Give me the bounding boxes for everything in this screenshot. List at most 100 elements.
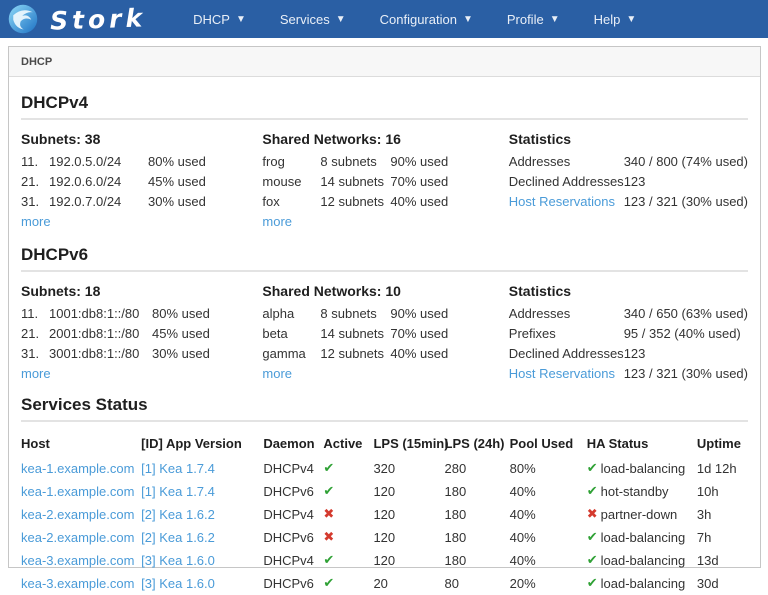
stat-row: Addresses 340 / 800 (74% used) xyxy=(509,152,748,172)
pool-used-value: 20% xyxy=(509,575,536,591)
more-subnets-link[interactable]: more xyxy=(21,366,51,381)
subnet-utilization: 80% used xyxy=(152,306,210,321)
check-icon: ✔ xyxy=(586,460,598,475)
app-version-link[interactable]: [2] Kea 1.6.2 xyxy=(141,529,215,545)
col-header-uptime: Uptime xyxy=(696,436,741,451)
pool-used-value: 80% xyxy=(509,460,536,476)
host-reservations-link[interactable]: Host Reservations xyxy=(508,194,615,209)
network-utilization: 70% used xyxy=(390,326,449,341)
lps15-value: 120 xyxy=(373,483,396,499)
app-version-link[interactable]: [3] Kea 1.6.0 xyxy=(141,575,215,591)
app-version-link[interactable]: [2] Kea 1.6.2 xyxy=(141,506,215,522)
stat-label: Declined Addresses xyxy=(508,346,624,361)
more-networks-link[interactable]: more xyxy=(262,366,293,381)
pool-used-value: 40% xyxy=(509,506,536,522)
dhcpv6-panels: Subnets: 18 11. 1001:db8:1::/80 80% used… xyxy=(21,281,748,387)
stat-value: 340 / 800 (74% used) xyxy=(623,154,748,169)
network-name: alpha xyxy=(262,306,295,321)
stat-row: Declined Addresses 123 xyxy=(509,344,748,364)
stat-value: 123 / 321 (30% used) xyxy=(623,194,748,209)
stat-row: Host Reservations 123 / 321 (30% used) xyxy=(509,364,748,384)
table-header-row: Host [ID] App Version Daemon Active LPS … xyxy=(21,431,748,457)
service-row: kea-2.example.com [2] Kea 1.6.2 DHCPv4 ✖ 120… xyxy=(21,503,748,526)
host-link[interactable]: kea-1.example.com xyxy=(21,483,135,499)
lps24-value: 280 xyxy=(444,460,467,476)
subnets-heading: Subnets: 38 xyxy=(21,131,101,147)
more-subnets-link[interactable]: more xyxy=(21,214,51,229)
subnet-utilization: 45% used xyxy=(152,326,210,341)
stat-value: 123 xyxy=(623,346,646,361)
daemon-label: DHCPv6 xyxy=(263,529,314,545)
subnet-utilization: 45% used xyxy=(148,174,206,189)
network-row: beta 14 subnets 70% used xyxy=(262,324,448,344)
network-row: frog 8 subnets 90% used xyxy=(262,152,448,172)
stat-value: 123 xyxy=(623,174,646,189)
pool-used-value: 40% xyxy=(509,483,536,499)
network-subnet-count: 14 subnets xyxy=(320,326,385,341)
uptime-value: 1d 12h xyxy=(696,460,737,476)
host-link[interactable]: kea-3.example.com xyxy=(21,552,135,568)
app-version-link[interactable]: [3] Kea 1.6.0 xyxy=(141,552,215,568)
cross-icon: ✖ xyxy=(323,506,335,521)
col-header-app-version: [ID] App Version xyxy=(141,436,242,451)
daemon-label: DHCPv4 xyxy=(263,552,314,568)
dashboard-card: DHCP DHCPv4 Subnets: 38 11. 192.0.5.0/24… xyxy=(8,46,761,591)
nav-menu-services[interactable]: Services ▼ xyxy=(263,0,363,38)
subnet-prefix: 3001:db8:1::/80 xyxy=(49,346,140,361)
app-version-link[interactable]: [1] Kea 1.7.4 xyxy=(141,460,215,476)
network-row: gamma 12 subnets 40% used xyxy=(262,344,448,364)
host-link[interactable]: kea-1.example.com xyxy=(21,460,135,476)
check-icon: ✔ xyxy=(586,483,598,498)
col-header-lps24: LPS (24h) xyxy=(444,436,505,451)
nav-menu-profile[interactable]: Profile ▼ xyxy=(490,0,577,38)
subnet-prefix: 192.0.7.0/24 xyxy=(49,194,122,209)
nav-menu-help[interactable]: Help ▼ xyxy=(577,0,654,38)
stat-label: Prefixes xyxy=(508,326,556,341)
service-row: kea-1.example.com [1] Kea 1.7.4 DHCPv6 ✔ 120… xyxy=(21,480,748,503)
lps24-value: 180 xyxy=(444,552,467,568)
host-link[interactable]: kea-3.example.com xyxy=(21,575,135,591)
network-name: frog xyxy=(262,154,285,169)
col-header-active: Active xyxy=(323,436,363,451)
stat-row: Prefixes 95 / 352 (40% used) xyxy=(509,324,748,344)
lps24-value: 180 xyxy=(444,529,467,545)
more-networks-link[interactable]: more xyxy=(262,214,293,229)
chevron-down-icon: ▼ xyxy=(235,13,246,25)
host-reservations-link[interactable]: Host Reservations xyxy=(508,366,615,381)
brand-title: Stork xyxy=(49,2,147,36)
services-status-title: Services Status xyxy=(21,395,148,414)
network-subnet-count: 14 subnets xyxy=(320,174,385,189)
col-header-host: Host xyxy=(21,436,50,451)
network-subnet-count: 12 subnets xyxy=(320,346,385,361)
ha-status-label: load-balancing xyxy=(600,460,686,476)
subnet-row: 31. 192.0.7.0/24 30% used xyxy=(21,192,206,212)
dhcpv6-shared-networks-panel: Shared Networks: 10 alpha 8 subnets 90% … xyxy=(262,281,508,387)
stork-brand[interactable]: Stork xyxy=(8,2,147,36)
col-header-lps15: LPS (15min) xyxy=(373,436,449,451)
nav-menu-configuration[interactable]: Configuration ▼ xyxy=(363,0,490,38)
col-header-ha-status: HA Status xyxy=(586,436,649,451)
statistics-heading: Statistics xyxy=(508,283,572,299)
shared-networks-heading: Shared Networks: 10 xyxy=(262,283,401,299)
col-header-daemon: Daemon xyxy=(263,436,315,451)
nav-menu-dhcp[interactable]: DHCP ▼ xyxy=(176,0,263,38)
host-link[interactable]: kea-2.example.com xyxy=(21,506,135,522)
subnet-utilization: 30% used xyxy=(152,346,210,361)
uptime-value: 13d xyxy=(696,552,719,568)
shared-networks-heading: Shared Networks: 16 xyxy=(262,131,401,147)
divider xyxy=(21,270,748,272)
dhcpv4-subnets-panel: Subnets: 38 11. 192.0.5.0/24 80% used 21… xyxy=(21,129,262,235)
divider xyxy=(21,420,748,422)
app-version-link[interactable]: [1] Kea 1.7.4 xyxy=(141,483,215,499)
service-row: kea-2.example.com [2] Kea 1.6.2 DHCPv6 ✖ 120… xyxy=(21,526,748,549)
network-row: mouse 14 subnets 70% used xyxy=(262,172,448,192)
lps15-value: 120 xyxy=(373,552,396,568)
uptime-value: 30d xyxy=(696,575,719,591)
dhcpv4-statistics-panel: Statistics Addresses 340 / 800 (74% used… xyxy=(509,129,748,212)
ha-status-label: load-balancing xyxy=(600,552,686,568)
subnet-index: 11. xyxy=(21,306,39,321)
stat-value: 123 / 321 (30% used) xyxy=(623,366,748,381)
host-link[interactable]: kea-2.example.com xyxy=(21,529,135,545)
nav-menu-label: Profile xyxy=(506,11,544,27)
ha-status-label: load-balancing xyxy=(600,575,686,591)
